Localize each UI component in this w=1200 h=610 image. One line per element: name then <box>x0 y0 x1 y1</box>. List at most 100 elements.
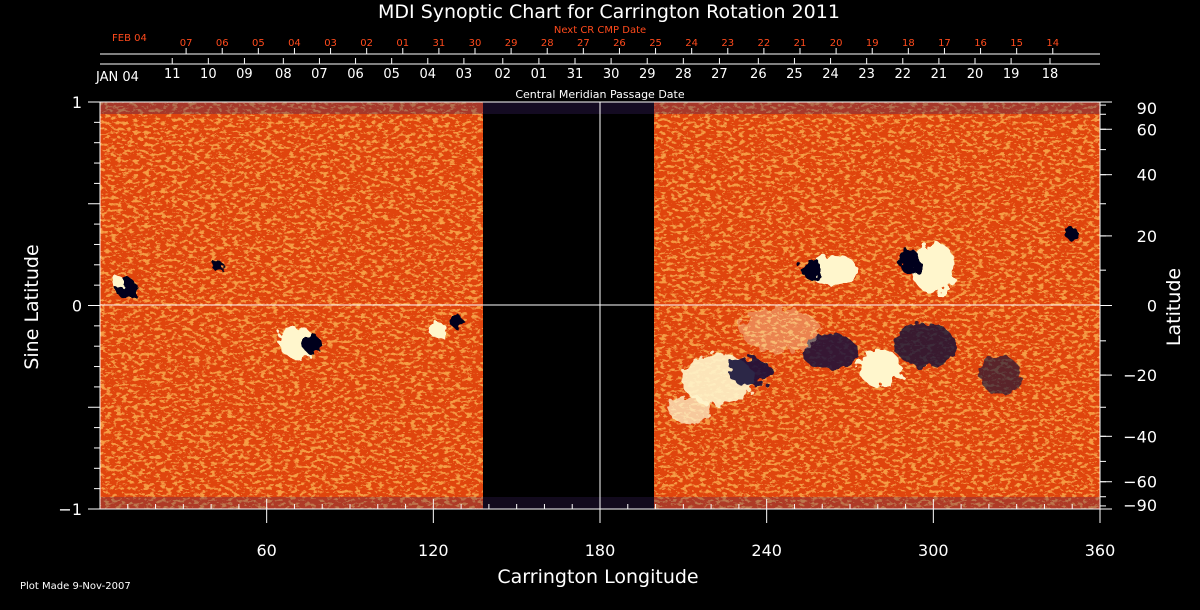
cmp-date-label: 20 <box>967 67 984 82</box>
cmp-date-label: 05 <box>383 67 400 82</box>
plot-made-label: Plot Made 9-Nov-2007 <box>20 581 131 592</box>
active-region-positive <box>740 308 820 352</box>
cmp-start-label: JAN 04 <box>95 70 139 85</box>
next-cr-date-label: 25 <box>649 38 662 49</box>
next-cr-date-label: 17 <box>938 38 951 49</box>
y-left-tick-label: 1 <box>72 93 82 112</box>
active-region-negative <box>801 259 823 279</box>
active-region-negative <box>449 315 463 327</box>
y-left-tick-label: 0 <box>72 297 82 316</box>
active-region-negative <box>802 334 858 370</box>
cmp-date-label: 27 <box>711 67 728 82</box>
next-cr-date-label: 27 <box>577 38 590 49</box>
cmp-date-label: 29 <box>639 67 656 82</box>
next-cr-date-label: 05 <box>252 38 265 49</box>
cmp-date-label: 03 <box>456 67 473 82</box>
cmp-date-label: 31 <box>567 67 584 82</box>
active-region-positive <box>809 254 857 286</box>
next-cr-date-label: 04 <box>288 38 301 49</box>
cmp-date-axis: 11 10 09 08 07 06 05 04 03 02 01 31 30 29 28 27 26 25 24 23… <box>100 58 1100 82</box>
next-cr-date-label: 18 <box>902 38 915 49</box>
cmp-date-label: 19 <box>1003 67 1020 82</box>
next-cr-date-label: 03 <box>324 38 337 49</box>
active-region-positive <box>429 322 447 338</box>
y-right-tick-label: 0 <box>1147 297 1157 316</box>
cmp-date-label: 06 <box>347 67 364 82</box>
active-region-positive <box>912 242 956 294</box>
next-cr-date-label: 14 <box>1046 38 1059 49</box>
plot-area <box>100 102 1100 509</box>
next-cr-date-label: 07 <box>180 38 193 49</box>
x-tick-label: 60 <box>256 541 276 560</box>
y-right-tick-label: −20 <box>1123 366 1157 385</box>
next-cr-date-label: 02 <box>360 38 373 49</box>
y-right-tick-label: 60 <box>1137 120 1157 139</box>
cmp-date-label: 23 <box>858 67 875 82</box>
cmp-date-label: 11 <box>164 67 181 82</box>
y-right-tick-label: 20 <box>1137 227 1157 246</box>
next-cr-date-label: 24 <box>685 38 698 49</box>
y-right-tick-label: −40 <box>1123 427 1157 446</box>
y-axis-left-label: Sine Latitude <box>21 244 43 369</box>
active-region-negative <box>899 250 921 274</box>
cmp-date-label: 24 <box>822 67 839 82</box>
y-axis-left: 1 0 −1 <box>58 93 100 519</box>
next-cr-date-label: 28 <box>541 38 554 49</box>
active-region-negative <box>213 262 225 272</box>
cmp-date-label: 25 <box>786 67 803 82</box>
active-region-negative <box>302 333 320 353</box>
next-cr-date-label: 22 <box>758 38 771 49</box>
cmp-date-label: 09 <box>236 67 253 82</box>
y-right-tick-label: 40 <box>1137 166 1157 185</box>
cmp-date-label: 02 <box>495 67 512 82</box>
next-cr-date-label: 31 <box>433 38 446 49</box>
cmp-date-label: 21 <box>931 67 948 82</box>
next-cr-start-label: FEB 04 <box>112 33 147 44</box>
next-cr-date-label: 29 <box>505 38 518 49</box>
cmp-axis-label: Central Meridian Passage Date <box>515 88 684 101</box>
next-cr-date-label: 19 <box>866 38 879 49</box>
x-tick-label: 240 <box>751 541 782 560</box>
chart-title: MDI Synoptic Chart for Carrington Rotati… <box>378 1 840 23</box>
active-region-negative <box>1065 228 1079 240</box>
active-region-negative <box>728 358 772 386</box>
next-cr-date-label: 15 <box>1010 38 1023 49</box>
cmp-date-label: 04 <box>420 67 437 82</box>
next-cr-date-label: 16 <box>974 38 987 49</box>
cmp-date-label: 28 <box>675 67 692 82</box>
next-cr-date-label: 01 <box>396 38 409 49</box>
active-regions <box>112 228 1079 424</box>
x-tick-label: 300 <box>918 541 949 560</box>
cmp-date-label: 10 <box>200 67 217 82</box>
y-right-tick-label: 90 <box>1137 99 1157 118</box>
y-axis-right: 90 60 40 20 0 −20 −40 −60 −90 <box>1100 99 1157 515</box>
y-axis-right-label: Latitude <box>1163 268 1185 346</box>
next-cr-date-label: 26 <box>613 38 626 49</box>
active-region-negative <box>895 323 955 367</box>
y-right-tick-label: −60 <box>1123 473 1157 492</box>
next-cr-date-label: 30 <box>469 38 482 49</box>
next-cr-date-label: 21 <box>794 38 807 49</box>
x-axis: 60 120 180 240 300 360 <box>99 499 1116 560</box>
x-tick-label: 180 <box>585 541 616 560</box>
next-cr-date-label: 23 <box>721 38 734 49</box>
x-axis-label: Carrington Longitude <box>497 566 698 588</box>
active-region-positive <box>668 396 712 424</box>
x-tick-label: 120 <box>418 541 449 560</box>
next-cr-axis-label: Next CR CMP Date <box>554 25 646 36</box>
cmp-date-label: 08 <box>275 67 292 82</box>
next-cr-date-label: 06 <box>216 38 229 49</box>
x-tick-label: 360 <box>1085 541 1116 560</box>
y-right-tick-label: −90 <box>1123 496 1157 515</box>
y-left-tick-label: −1 <box>58 500 82 519</box>
cmp-date-label: 07 <box>311 67 328 82</box>
next-cr-date-label: 20 <box>830 38 843 49</box>
active-region-negative <box>980 355 1020 395</box>
cmp-date-label: 26 <box>750 67 767 82</box>
cmp-date-label: 30 <box>603 67 620 82</box>
active-region-positive <box>858 350 902 386</box>
cmp-date-label: 01 <box>531 67 548 82</box>
cmp-date-label: 18 <box>1042 67 1059 82</box>
cmp-date-label: 22 <box>895 67 912 82</box>
